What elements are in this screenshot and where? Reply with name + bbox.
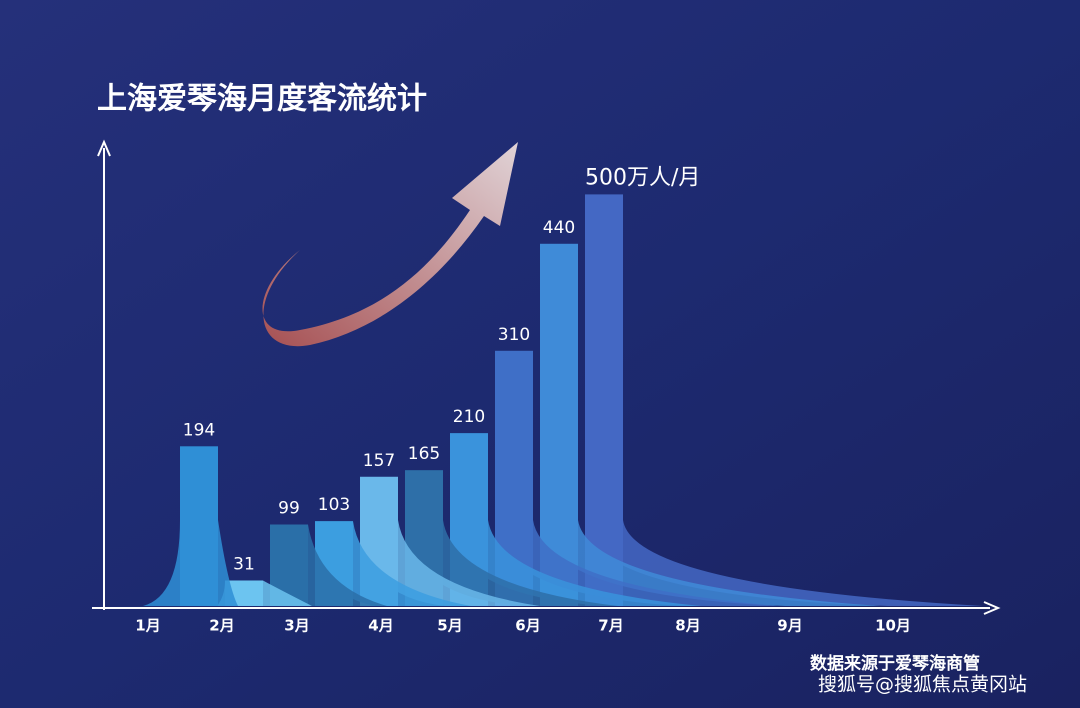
value-label: 194 [183, 420, 215, 440]
x-tick-label: 8月 [675, 617, 700, 635]
value-label: 500万人/月 [585, 165, 700, 190]
ribbon [315, 521, 471, 606]
x-tick-label: 2月 [209, 617, 234, 635]
value-label: 165 [408, 444, 440, 464]
x-tick-label: 5月 [437, 617, 462, 635]
x-tick-label: 4月 [368, 617, 393, 635]
value-label: 440 [543, 218, 575, 238]
value-label: 103 [318, 495, 350, 515]
bar [180, 446, 218, 606]
source: 数据来源于爱琴海商管 [810, 653, 980, 674]
x-tick-label: 6月 [515, 617, 540, 635]
trend-arrow [262, 142, 518, 347]
ribbon [405, 520, 618, 606]
watermark: 搜狐号@搜狐焦点黄冈站 [818, 674, 1027, 696]
x-tick-label: 9月 [777, 617, 802, 635]
value-label: 157 [363, 451, 395, 471]
value-label: 210 [453, 407, 485, 427]
chart-title: 上海爱琴海月度客流统计 [97, 82, 427, 117]
ribbon [360, 520, 540, 606]
x-tick-label: 1月 [135, 617, 160, 635]
bar [585, 194, 623, 606]
value-label: 31 [233, 554, 255, 574]
x-tick-label: 3月 [284, 617, 309, 635]
y-axis-arrow [97, 139, 111, 157]
value-label: 99 [278, 499, 300, 519]
x-tick-label: 7月 [598, 617, 623, 635]
x-tick-label: 10月 [875, 617, 911, 635]
x-axis-arrow [983, 601, 1001, 615]
value-label: 310 [498, 325, 530, 345]
